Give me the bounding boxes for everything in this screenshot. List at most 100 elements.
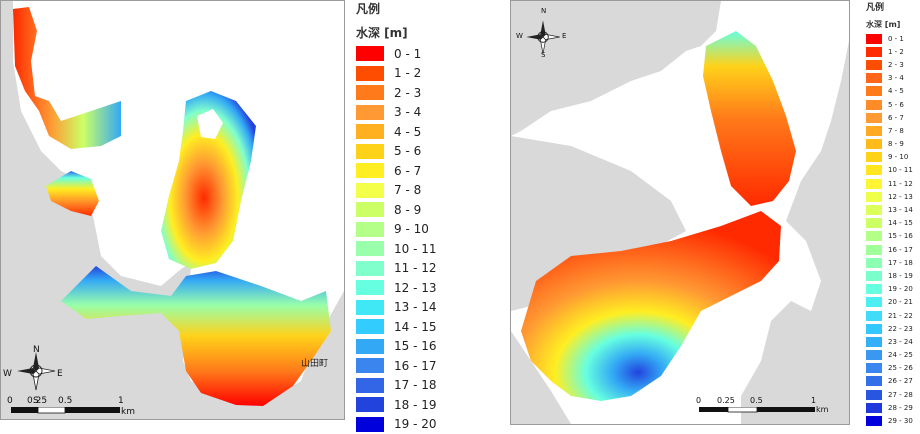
legend-swatch (866, 47, 882, 57)
legend-label: 9 - 10 (888, 153, 908, 161)
legend-label: 12 - 13 (888, 193, 913, 201)
legend-row: 16 - 17 (356, 356, 446, 376)
legend-row: 23 - 24 (866, 335, 920, 348)
legend-swatch (356, 85, 384, 100)
compass-w-label-right: W (516, 32, 523, 40)
legend-swatch (356, 378, 384, 393)
scale-unit: km (121, 407, 135, 417)
legend-row: 5 - 6 (356, 142, 446, 162)
legend-swatch (866, 139, 882, 149)
legend-label: 23 - 24 (888, 338, 913, 346)
legend-swatch (356, 241, 384, 256)
legend-row: 25 - 26 (866, 362, 920, 375)
legend-row: 13 - 14 (866, 203, 920, 216)
legend-label: 6 - 7 (394, 164, 421, 178)
legend-row: 0 - 1 (356, 44, 446, 64)
legend-swatch (356, 319, 384, 334)
compass-n-label-right: N (541, 7, 546, 15)
legend-swatch (866, 390, 882, 400)
compass-e-label-right: E (562, 32, 566, 40)
legend-swatch (866, 113, 882, 123)
legend-label: 14 - 15 (888, 219, 913, 227)
legend-label: 26 - 27 (888, 377, 913, 385)
legend-row: 8 - 9 (866, 138, 920, 151)
legend-label: 3 - 4 (394, 105, 421, 119)
legend-label: 3 - 4 (888, 74, 904, 82)
legend-label: 15 - 16 (394, 339, 437, 353)
legend-swatch (866, 165, 882, 175)
legend-row: 17 - 18 (866, 256, 920, 269)
scale-unit-right: km (816, 405, 828, 414)
legend-row: 24 - 25 (866, 349, 920, 362)
legend-swatch (866, 73, 882, 83)
legend-swatch (866, 86, 882, 96)
legend-row: 18 - 19 (356, 395, 446, 415)
legend-row: 19 - 20 (866, 283, 920, 296)
legend-label: 27 - 28 (888, 391, 913, 399)
legend-label: 15 - 16 (888, 232, 913, 240)
legend-swatch (866, 126, 882, 136)
legend-label: 19 - 20 (888, 285, 913, 293)
legend-row: 11 - 12 (356, 259, 446, 279)
legend-swatch (356, 183, 384, 198)
legend-swatch (866, 350, 882, 360)
right-bathymetry-map: N S E W 0 0.25 0.5 1 km (510, 0, 850, 425)
legend-row: 4 - 5 (866, 85, 920, 98)
legend-label: 8 - 9 (888, 140, 904, 148)
scale-tick-1-right: 0.25 (717, 396, 735, 405)
legend-title: 凡例 (356, 0, 446, 17)
legend-row: 14 - 15 (356, 317, 446, 337)
legend-swatch (866, 258, 882, 268)
legend-swatch (356, 261, 384, 276)
legend-row: 9 - 10 (866, 151, 920, 164)
legend-label: 18 - 19 (394, 398, 437, 412)
legend-row: 4 - 5 (356, 122, 446, 142)
compass-w-label: W (3, 369, 12, 379)
legend-swatch (866, 324, 882, 334)
legend-row: 7 - 8 (866, 124, 920, 137)
legend-label: 11 - 12 (394, 261, 437, 275)
scale-tick-0-right: 0 (696, 396, 701, 405)
legend-row: 26 - 27 (866, 375, 920, 388)
legend-swatch (866, 284, 882, 294)
legend-swatch (866, 179, 882, 189)
legend-row: 13 - 14 (356, 298, 446, 318)
legend-swatch (866, 363, 882, 373)
legend-label: 1 - 2 (888, 48, 904, 56)
legend-label: 16 - 17 (394, 359, 437, 373)
legend-row: 0 - 1 (866, 32, 920, 45)
legend-swatch (866, 152, 882, 162)
compass-s-label-right: S (541, 51, 545, 59)
legend-swatch (356, 397, 384, 412)
legend-row: 9 - 10 (356, 220, 446, 240)
legend-row: 15 - 16 (866, 230, 920, 243)
legend-swatch (866, 231, 882, 241)
legend-swatch (356, 202, 384, 217)
legend-row: 12 - 13 (356, 278, 446, 298)
legend-row: 7 - 8 (356, 181, 446, 201)
legend-row: 5 - 6 (866, 98, 920, 111)
legend-row: 3 - 4 (866, 72, 920, 85)
legend-swatch (866, 218, 882, 228)
legend-row: 1 - 2 (866, 45, 920, 58)
legend-row: 15 - 16 (356, 337, 446, 357)
legend-label: 14 - 15 (394, 320, 437, 334)
legend-row: 22 - 23 (866, 322, 920, 335)
legend-row: 20 - 21 (866, 296, 920, 309)
legend-label: 7 - 8 (394, 183, 421, 197)
compass-e-label: E (57, 369, 63, 379)
right-channel-north (703, 31, 796, 206)
legend-title-right: 凡例 (866, 0, 920, 13)
legend-row: 12 - 13 (866, 190, 920, 203)
place-label-yamada: 山田町 (301, 356, 328, 369)
legend-label: 12 - 13 (394, 281, 437, 295)
legend-row: 28 - 29 (866, 401, 920, 414)
legend-swatch (356, 144, 384, 159)
legend-swatch (356, 280, 384, 295)
legend-swatch (866, 192, 882, 202)
legend-swatch (866, 60, 882, 70)
legend-label: 1 - 2 (394, 66, 421, 80)
